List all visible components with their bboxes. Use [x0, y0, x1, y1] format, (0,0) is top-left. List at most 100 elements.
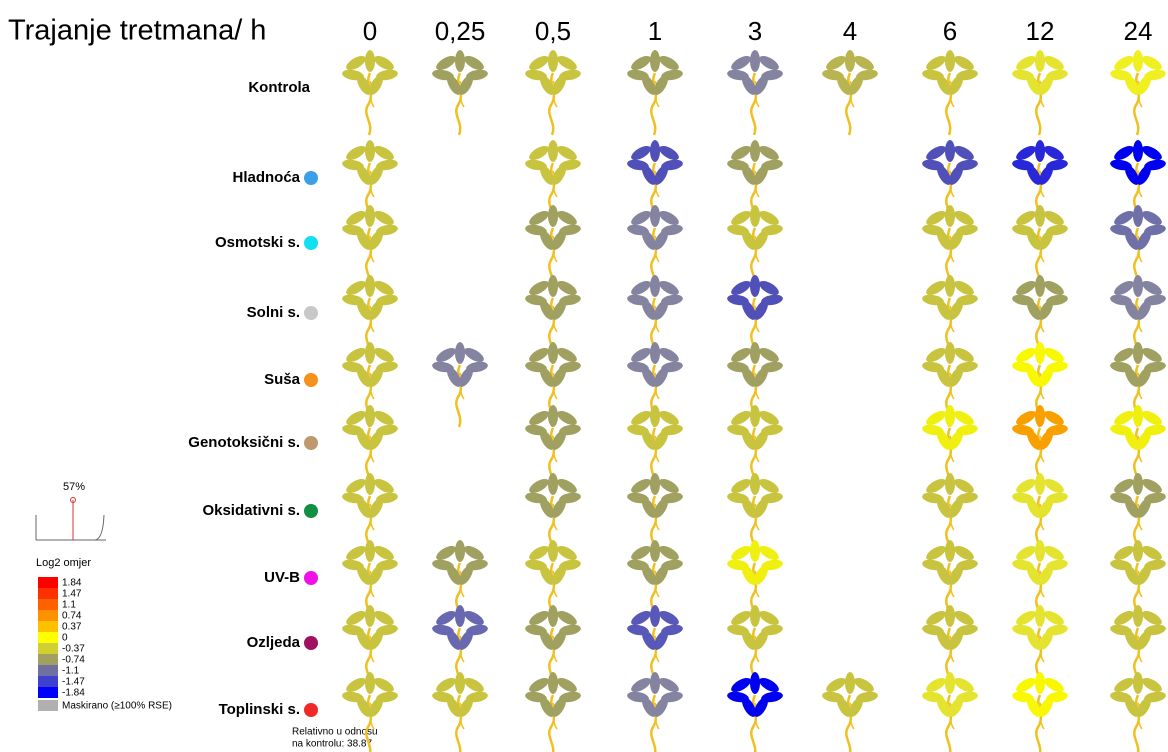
- legend-swatch: [38, 599, 58, 610]
- leaf: [650, 50, 660, 72]
- leaf: [365, 140, 375, 162]
- time-label: 0,25: [435, 16, 486, 46]
- leaf: [945, 473, 955, 495]
- leaf: [945, 672, 955, 694]
- row-dot: [304, 236, 318, 250]
- row-label: Osmotski s.: [215, 234, 300, 251]
- footnote: na kontrolu: 38.87: [292, 739, 372, 750]
- leaf: [455, 540, 465, 562]
- legend-label: -1.47: [62, 677, 85, 688]
- threshold-graph: [36, 498, 106, 541]
- plant-icon: [921, 50, 978, 135]
- legend-title: Log2 omjer: [36, 557, 91, 569]
- row-label: Kontrola: [248, 79, 310, 96]
- legend-label: -1.1: [62, 666, 80, 677]
- legend-swatch: [38, 588, 58, 599]
- leaf: [548, 540, 558, 562]
- row-dot: [304, 703, 318, 717]
- time-label: 6: [943, 16, 957, 46]
- leaf: [1133, 605, 1143, 627]
- leaf: [548, 605, 558, 627]
- leaf: [1133, 275, 1143, 297]
- legend-label: -0.74: [62, 655, 85, 666]
- leaf: [365, 50, 375, 72]
- leaf: [1133, 473, 1143, 495]
- leaf: [650, 342, 660, 364]
- leaf: [650, 405, 660, 427]
- plant-icon: [341, 50, 398, 135]
- leaf: [548, 205, 558, 227]
- time-label: 3: [748, 16, 762, 46]
- plant-icon: [431, 672, 488, 752]
- leaf: [750, 342, 760, 364]
- row-label: Solni s.: [247, 304, 300, 321]
- row-dot: [304, 436, 318, 450]
- plant-icon: [524, 50, 581, 135]
- leaf: [1133, 140, 1143, 162]
- time-label: 0: [363, 16, 377, 46]
- plant-icon: [626, 672, 683, 752]
- leaf: [548, 140, 558, 162]
- leaf: [1035, 50, 1045, 72]
- leaf: [750, 405, 760, 427]
- leaf: [365, 540, 375, 562]
- time-label: 12: [1026, 16, 1055, 46]
- leaf: [750, 275, 760, 297]
- leaf: [750, 672, 760, 694]
- leaf: [365, 205, 375, 227]
- row-dot: [304, 636, 318, 650]
- row-dot: [304, 171, 318, 185]
- legend-swatch: [38, 676, 58, 687]
- legend-swatch: [38, 610, 58, 621]
- leaf: [650, 140, 660, 162]
- legend-swatch: [38, 621, 58, 632]
- row-label: UV-B: [264, 569, 300, 586]
- row-label: Suša: [264, 371, 301, 388]
- leaf: [1035, 473, 1045, 495]
- plant-icon: [821, 672, 878, 752]
- leaf: [945, 205, 955, 227]
- leaf: [650, 205, 660, 227]
- row-dot: [304, 373, 318, 387]
- time-label: 1: [648, 16, 662, 46]
- legend-swatch: [38, 654, 58, 665]
- leaf: [650, 605, 660, 627]
- legend-swatch: [38, 665, 58, 676]
- legend-label: 1.84: [62, 578, 82, 589]
- leaf: [945, 140, 955, 162]
- leaf: [1133, 205, 1143, 227]
- time-label: 4: [843, 16, 857, 46]
- legend-label: 1.1: [62, 600, 76, 611]
- leaf: [1035, 540, 1045, 562]
- leaf: [750, 50, 760, 72]
- footnote: Relativno u odnosu: [292, 727, 378, 738]
- leaf: [548, 50, 558, 72]
- legend-swatch: [38, 632, 58, 643]
- plant-icon: [1011, 50, 1068, 135]
- plant-icon: [726, 672, 783, 752]
- leaf: [750, 140, 760, 162]
- leaf: [1035, 342, 1045, 364]
- leaf: [548, 672, 558, 694]
- leaf: [365, 605, 375, 627]
- leaf: [365, 672, 375, 694]
- row-dot: [304, 571, 318, 585]
- leaf: [1133, 672, 1143, 694]
- row-dot: [304, 504, 318, 518]
- leaf: [1035, 140, 1045, 162]
- leaf: [455, 605, 465, 627]
- legend-label: 0.74: [62, 611, 82, 622]
- leaf: [455, 50, 465, 72]
- leaf: [945, 342, 955, 364]
- leaf: [750, 473, 760, 495]
- leaf: [1035, 275, 1045, 297]
- plant-icon: [524, 672, 581, 752]
- row-label: Oksidativni s.: [202, 502, 300, 519]
- leaf: [1133, 405, 1143, 427]
- leaf: [1035, 605, 1045, 627]
- legend-swatch: [38, 643, 58, 654]
- leaf: [365, 473, 375, 495]
- legend-label: Maskirano (≥100% RSE): [62, 701, 172, 712]
- leaf: [750, 205, 760, 227]
- legend-swatch: [38, 687, 58, 698]
